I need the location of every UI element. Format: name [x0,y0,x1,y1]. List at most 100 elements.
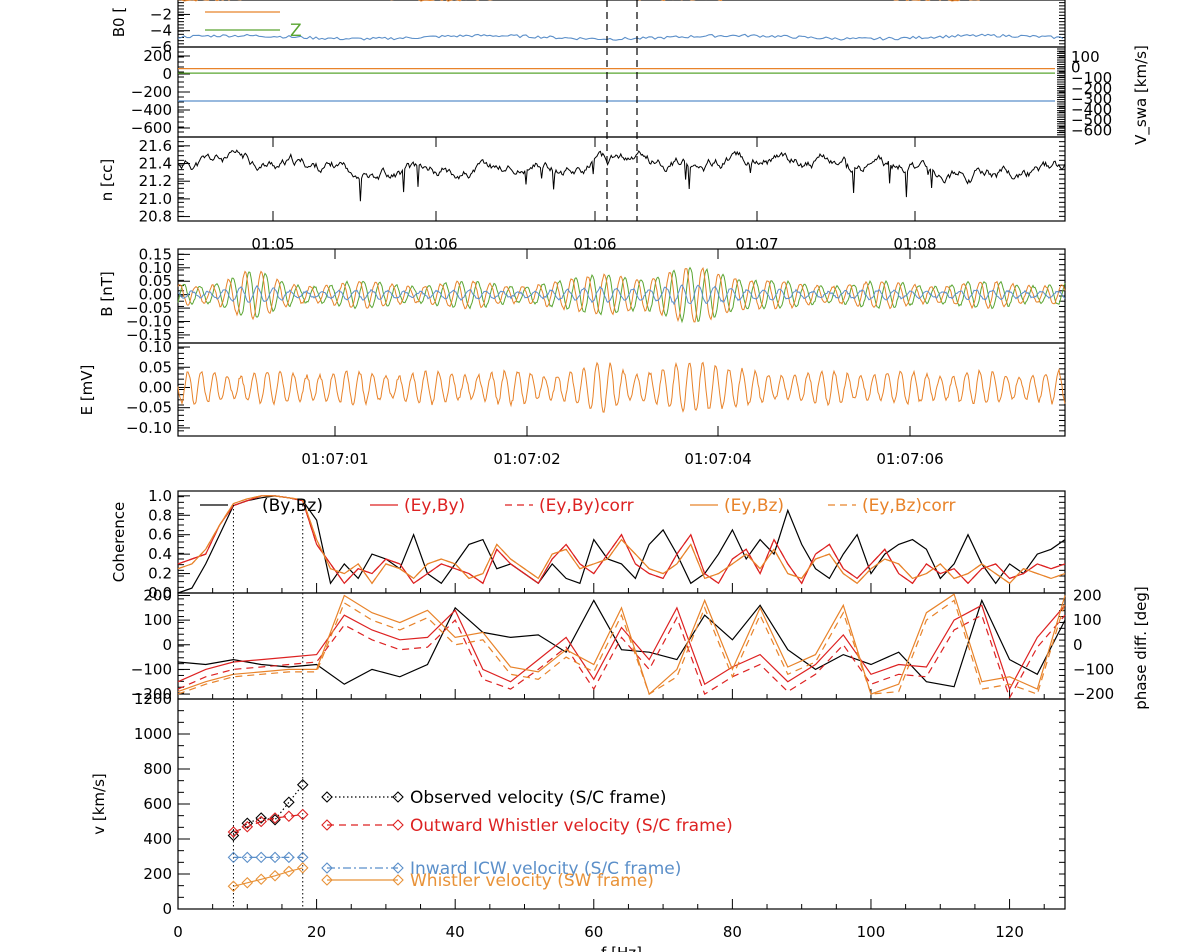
legend-marker-velocity-2 [392,862,404,874]
xtick-label-velocity: 80 [723,923,742,941]
xtick-label-ewave: 01:07:06 [876,450,943,468]
series-line-phase-2 [177,614,1066,700]
series-line-coherence-0 [177,495,1066,594]
legend-label-velocity-2: Inward ICW velocity (S/C frame) [410,859,681,879]
ytick-label-velocity: 0 [162,900,172,918]
data-point-velocity-3-5 [296,862,309,874]
xtick-label-velocity: 0 [173,923,183,941]
ytick-label-b0: −6 [150,38,172,56]
legend-label-coherence-1: (Ey,By) [404,496,465,516]
ytick-label-ewave: 0.00 [139,378,172,396]
ytick-label-phase: 0 [162,636,172,654]
ytick-right-label-vswa: −400 [1071,101,1112,119]
ytick-label-vswa: −400 [131,101,172,119]
data-point-velocity-1-2 [255,815,267,828]
ytick-right-label-phase: −100 [1073,660,1114,678]
data-point-velocity-1-4 [283,810,295,823]
ytick-label-velocity: 1200 [134,690,172,708]
data-point-velocity-2-0 [227,851,240,864]
ytick-right-label-phase: 0 [1073,636,1083,654]
ytick-label-density: 21.0 [139,190,172,208]
ytick-label-bwave: −0.05 [126,299,172,317]
ytick-label-coherence: 0.2 [148,565,172,583]
ytick-right-label-vswa: −300 [1071,90,1112,108]
ytick-label-phase: −200 [131,685,172,703]
data-point-velocity-0-3 [269,813,281,826]
xtick-label-density: 01:07 [735,235,778,253]
legend-label-velocity-0: Observed velocity (S/C frame) [410,788,667,808]
series-line-phase-3 [177,593,1066,696]
ytick-label-bwave: −0.10 [126,313,172,331]
xtick-label-velocity: 60 [584,923,603,941]
xtick-label-density: 01:08 [893,235,936,253]
xtick-label-ewave: 01:07:04 [684,450,751,468]
ytick-right-label-vswa: 0 [1071,59,1081,77]
xtick-label-density: 01:05 [251,235,294,253]
ytick-label-ewave: −0.10 [126,419,172,437]
xtick-label-density: 01:06 [414,235,457,253]
xtick-label-density: 01:06 [573,235,616,253]
data-point-velocity-3-3 [269,869,281,882]
series-line-bwave-2 [177,284,1066,306]
ytick-label-density: 21.4 [139,155,172,173]
ytick-label-phase: 100 [143,611,172,629]
data-point-velocity-3-4 [283,865,295,878]
legend-label-coherence-3: (Ey,Bz) [724,496,784,516]
ytick-label-ewave: 0.10 [139,338,172,356]
ytick-label-velocity: 200 [143,865,172,883]
legend-label-velocity-1: Outward Whistler velocity (S/C frame) [410,816,733,836]
ytick-label-bwave: 0.10 [139,259,172,277]
ytick-label-ewave: −0.05 [126,399,172,417]
ytick-label-coherence: 0.0 [148,584,172,602]
ytick-right-label-vswa: 100 [1071,48,1100,66]
ytick-label-coherence: 0.8 [148,506,172,524]
ytick-label-b0: −2 [150,5,172,23]
ytick-right-label-vswa: −600 [1071,122,1112,140]
ytick-label-vswa: 200 [143,47,172,65]
ytick-label-coherence: 1.0 [148,487,172,505]
data-point-velocity-2-1 [241,851,254,864]
series-line-coherence-2 [177,495,1066,585]
legend-marker-velocity-3 [321,874,333,886]
legend-label-b0-z: Z [290,21,302,41]
series-line-bwave-1 [177,267,1066,323]
ytick-label-coherence: 0.4 [148,545,172,563]
ytick-label-density: 21.2 [139,172,172,190]
data-point-velocity-1-1 [241,820,254,833]
xtick-label-velocity: 20 [307,923,326,941]
legend-marker-velocity-1 [321,819,333,831]
ytick-right-label-phase: 200 [1073,586,1102,604]
series-line-bwave-0 [177,266,1066,324]
ytick-right-label-phase: −200 [1073,685,1114,703]
legend-label-coherence-0: (By,Bz) [262,496,323,516]
data-point-velocity-0-5 [296,778,309,791]
panel-frame-vswa [177,46,1066,138]
data-point-velocity-2-2 [255,851,267,864]
series-line-coherence-4 [177,495,1066,585]
ytick-label-bwave: 0.00 [139,286,172,304]
ytick-label-phase: 200 [143,586,172,604]
ytick-label-vswa: −200 [131,83,172,101]
y-axis-label-b0: B0 [ [110,7,128,37]
data-point-velocity-2-3 [269,851,281,864]
legend-label-coherence-4: (Ey,Bz)corr [862,496,955,516]
xtick-label-ewave: 01:07:02 [493,450,560,468]
ytick-label-b0: −4 [150,22,172,40]
legend-marker-velocity-0 [321,791,333,803]
data-point-velocity-0-1 [241,817,254,830]
ytick-label-vswa: 0 [162,65,172,83]
ytick-label-vswa: −600 [131,119,172,137]
legend-label-velocity-3: Whistler velocity (SW frame) [410,871,654,891]
ytick-label-velocity: 400 [143,830,172,848]
series-line-b0-2 [177,33,1064,41]
ytick-label-velocity: 800 [143,760,172,778]
data-point-velocity-3-1 [241,876,254,889]
series-line-phase-0 [177,598,1066,688]
ytick-label-velocity: 1000 [134,725,172,743]
legend-marker-velocity-0 [392,791,404,803]
ytick-label-density: 21.6 [139,137,172,155]
data-point-velocity-0-4 [283,796,295,809]
panel-frame-ewave [177,342,1066,437]
legend-label-coherence-2: (Ey,By)corr [539,496,634,516]
series-line-velocity-1 [233,813,303,833]
